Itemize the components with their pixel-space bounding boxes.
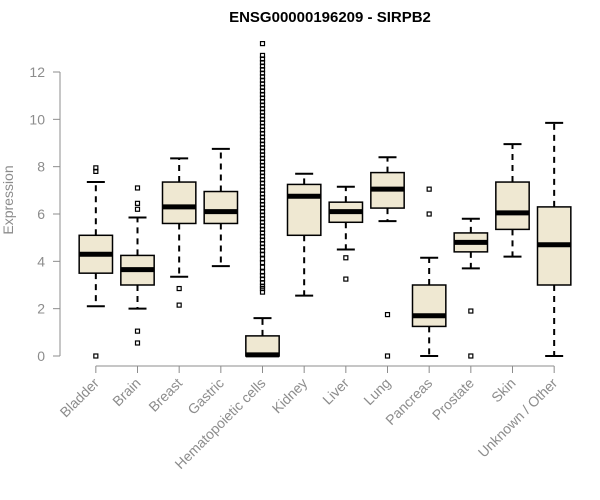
- outlier-point: [134, 206, 141, 212]
- outlier-point: [384, 311, 391, 318]
- box-pancreas: [411, 186, 447, 357]
- x-tick-label: Prostate: [429, 375, 477, 423]
- x-tick-label: Kidney: [269, 375, 311, 417]
- box-iqr: [203, 190, 239, 225]
- outlier-point: [468, 308, 474, 314]
- box-brain: [120, 185, 155, 346]
- box-breast: [161, 157, 197, 308]
- y-tick-label: 8: [37, 159, 45, 175]
- outlier-point: [176, 302, 182, 308]
- outlier-point: [259, 40, 266, 47]
- outlier-point: [426, 211, 432, 217]
- box-series: [78, 40, 572, 359]
- outlier-point: [259, 52, 266, 59]
- outlier-point: [468, 353, 474, 359]
- x-tick-label: Unknown / Other: [475, 375, 561, 461]
- x-tick-label: Lung: [360, 375, 393, 408]
- outlier-point: [134, 200, 141, 206]
- outlier-point: [93, 165, 99, 171]
- x-tick-label: Bladder: [57, 375, 103, 421]
- box-iqr: [495, 181, 530, 231]
- y-tick-label: 6: [37, 206, 45, 222]
- outlier-point: [343, 276, 349, 282]
- box-iqr: [411, 284, 447, 328]
- outlier-point: [426, 186, 432, 192]
- y-tick-label: 2: [37, 301, 45, 317]
- outlier-point: [93, 353, 99, 359]
- y-tick-label: 10: [29, 111, 45, 127]
- box-iqr: [161, 181, 197, 225]
- box-skin: [495, 143, 530, 258]
- outlier-point: [259, 269, 266, 275]
- y-tick-label: 0: [37, 348, 45, 364]
- outlier-point: [343, 255, 349, 261]
- box-liver: [328, 185, 364, 282]
- box-prostate: [453, 217, 489, 359]
- x-tick-label: Liver: [319, 375, 352, 408]
- y-axis: 0 2 4 6 8 10 12: [29, 64, 61, 364]
- outlier-point: [176, 285, 182, 292]
- outlier-point: [134, 185, 141, 191]
- box-gastric: [203, 147, 239, 268]
- y-tick-label: 12: [29, 64, 45, 80]
- box-bladder: [78, 165, 114, 359]
- outlier-point: [384, 353, 391, 359]
- box-hematopoietic-cells: [245, 40, 280, 358]
- box-unknown-other: [536, 121, 572, 357]
- chart-title: ENSG00000196209 - SIRPB2: [229, 9, 431, 26]
- x-tick-label: Brain: [109, 375, 143, 409]
- y-axis-label: Expression: [0, 165, 16, 234]
- outlier-point: [259, 256, 266, 262]
- box-kidney: [286, 172, 322, 297]
- y-tick-label: 4: [37, 253, 45, 269]
- outlier-point: [134, 340, 141, 346]
- outlier-point: [134, 328, 141, 334]
- x-tick-label: Skin: [488, 375, 519, 406]
- box-lung: [370, 156, 405, 359]
- box-iqr: [286, 183, 322, 237]
- outlier-point: [259, 264, 266, 270]
- x-tick-label: Breast: [145, 375, 185, 415]
